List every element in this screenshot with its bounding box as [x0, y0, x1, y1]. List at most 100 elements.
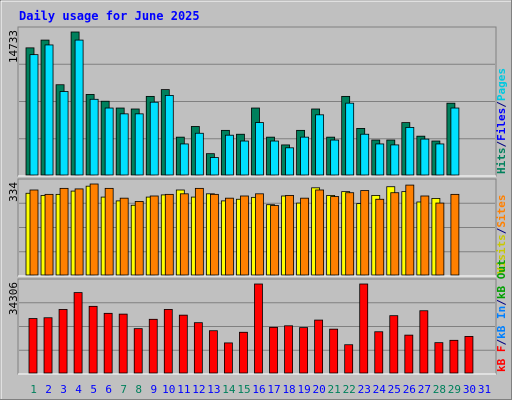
bar-kb-f-day-1 — [28, 318, 38, 374]
bar-sites-day-25 — [390, 192, 400, 276]
x-tick-label-day-28: 28 — [433, 383, 446, 396]
bar-kb-f-day-20 — [314, 319, 324, 374]
bar-kb-f-day-22 — [344, 344, 354, 374]
x-tick-label-day-8: 8 — [135, 383, 142, 396]
x-tick-label-day-20: 20 — [313, 383, 326, 396]
bar-kb-f-day-7 — [118, 313, 128, 374]
bar-files-day-22 — [345, 102, 355, 176]
x-tick-label-day-25: 25 — [388, 383, 401, 396]
x-tick-label-day-17: 17 — [267, 383, 280, 396]
y-axis-max-label: 14733 — [7, 30, 20, 63]
bar-kb-f-day-17 — [269, 326, 278, 374]
bar-kb-f-day-27 — [419, 310, 429, 374]
bar-files-day-7 — [119, 113, 129, 176]
bar-sites-day-20 — [315, 189, 325, 276]
bar-files-day-19 — [300, 136, 309, 176]
x-tick-label-day-16: 16 — [252, 383, 265, 396]
bar-kb-f-day-26 — [404, 334, 414, 374]
bar-sites-day-12 — [194, 187, 204, 276]
bar-kb-f-day-10 — [163, 309, 173, 374]
legend-: / — [495, 299, 508, 306]
x-tick-label-day-13: 13 — [207, 383, 220, 396]
x-tick-label-day-31: 31 — [478, 383, 491, 396]
x-tick-label-day-9: 9 — [150, 383, 157, 396]
bar-kb-f-day-4 — [73, 292, 83, 374]
bar-sites-day-17 — [270, 205, 279, 276]
bar-files-day-4 — [74, 39, 84, 176]
bar-files-day-12 — [194, 132, 204, 176]
bar-files-day-25 — [390, 144, 400, 176]
bar-sites-day-5 — [89, 183, 99, 276]
bar-kb-f-day-23 — [359, 283, 369, 374]
bar-files-day-28 — [435, 143, 445, 176]
bar-sites-day-19 — [300, 197, 309, 276]
bar-kb-f-day-15 — [239, 331, 248, 374]
x-tick-label-day-7: 7 — [120, 383, 127, 396]
bar-sites-day-14 — [225, 197, 234, 276]
x-tick-label-day-18: 18 — [282, 383, 295, 396]
x-axis-day-labels: 1 2 3 4 5 6 7 8 9 10 11 12 13 14 15 16 17 18 19 20 21 22 23 24 2… — [30, 383, 491, 396]
legend-: / — [495, 101, 508, 108]
y-axis-max-label: 334 — [7, 182, 20, 202]
x-tick-label-day-21: 21 — [328, 383, 341, 396]
bar-sites-day-22 — [345, 192, 355, 276]
legend-: / — [495, 339, 508, 346]
bar-sites-day-24 — [375, 198, 385, 276]
bar-sites-day-13 — [209, 193, 219, 276]
bar-sites-day-27 — [420, 195, 430, 276]
bar-files-day-2 — [44, 44, 54, 176]
bar-files-day-1 — [29, 54, 39, 176]
bar-kb-f-day-9 — [148, 318, 158, 374]
bar-sites-day-3 — [59, 187, 69, 276]
bar-kb-f-day-6 — [103, 312, 113, 374]
bar-kb-f-day-2 — [43, 317, 53, 374]
bar-sites-day-6 — [104, 187, 114, 276]
bar-files-day-21 — [330, 139, 340, 176]
x-tick-label-day-11: 11 — [177, 383, 190, 396]
legend-kb-out: kB Out — [495, 259, 508, 299]
bar-kb-f-day-12 — [193, 322, 203, 374]
x-tick-label-day-12: 12 — [192, 383, 205, 396]
x-tick-label-day-14: 14 — [222, 383, 236, 396]
legend-: / — [495, 227, 508, 234]
bar-kb-f-day-8 — [133, 328, 143, 374]
bar-kb-f-day-16 — [254, 283, 263, 374]
bar-files-day-8 — [134, 113, 144, 176]
bar-sites-day-28 — [435, 202, 445, 276]
legend-kb-f: kB F — [495, 346, 508, 373]
x-tick-label-day-6: 6 — [105, 383, 112, 396]
bar-files-day-23 — [360, 133, 370, 176]
x-tick-label-day-19: 19 — [297, 383, 310, 396]
bar-kb-f-day-18 — [284, 325, 293, 374]
bar-files-day-14 — [225, 134, 234, 176]
bar-sites-day-2 — [44, 193, 54, 276]
bar-sites-day-8 — [134, 201, 144, 276]
bar-kb-f-day-29 — [449, 339, 459, 374]
bar-sites-day-23 — [360, 190, 370, 276]
legend-files: Files — [495, 108, 508, 141]
bar-kb-f-day-14 — [224, 342, 233, 374]
bar-sites-day-11 — [179, 193, 189, 276]
x-tick-label-day-15: 15 — [237, 383, 250, 396]
x-tick-label-day-23: 23 — [358, 383, 371, 396]
bar-kb-f-day-24 — [374, 331, 384, 374]
bar-sites-day-10 — [164, 193, 174, 276]
x-tick-label-day-24: 24 — [373, 383, 387, 396]
bar-sites-day-9 — [149, 195, 159, 276]
chart-panels: 14733Hits/Files/Pages334Visits/Sites3430… — [7, 26, 508, 375]
bar-kb-f-day-21 — [329, 328, 339, 374]
chart-title: Daily usage for June 2025 — [19, 9, 200, 23]
x-tick-label-day-1: 1 — [30, 383, 37, 396]
x-tick-label-day-2: 2 — [45, 383, 52, 396]
x-tick-label-day-26: 26 — [403, 383, 416, 396]
bar-files-day-10 — [164, 95, 174, 176]
bar-files-day-3 — [59, 91, 69, 176]
bar-kb-f-day-30 — [464, 336, 474, 374]
bar-sites-day-16 — [255, 193, 264, 276]
x-tick-label-day-3: 3 — [60, 383, 67, 396]
bar-files-day-29 — [450, 107, 460, 176]
panel-legend: kB F/kB In/kB Out — [495, 259, 508, 372]
bar-files-day-26 — [405, 127, 415, 176]
